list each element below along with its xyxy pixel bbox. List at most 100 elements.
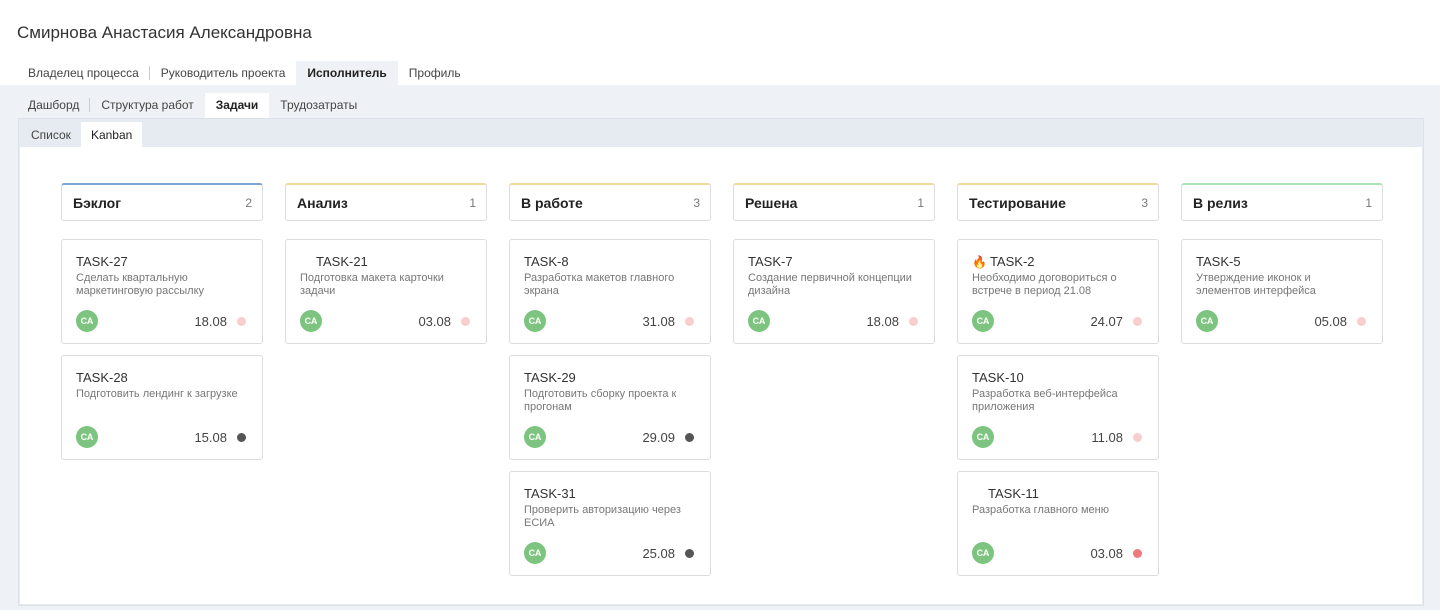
- task-id[interactable]: TASK-21: [316, 254, 368, 269]
- task-due-date: 03.08: [418, 313, 451, 329]
- task-description: Создание первичной концепции дизайна: [748, 272, 912, 297]
- kanban-column: Тестирование 3 🔥 TASK-2 Необходимо договорит…: [957, 183, 1159, 576]
- column-title: В работе: [521, 194, 583, 211]
- tab-section_tabs-0[interactable]: Дашборд: [17, 93, 91, 118]
- column-header: Тестирование 3: [957, 183, 1159, 221]
- tab-view_tabs-1[interactable]: Kanban: [80, 122, 143, 148]
- task-id[interactable]: TASK-2: [989, 254, 1035, 269]
- status-dot: [685, 548, 694, 558]
- column-count: 3: [1141, 195, 1148, 210]
- avatar[interactable]: СА: [524, 310, 546, 332]
- task-footer: СА 11.08: [972, 426, 1142, 448]
- avatar[interactable]: СА: [300, 310, 322, 332]
- task-id-row: TASK-5: [1196, 253, 1368, 270]
- kanban-board: Бэклог 2 TASK-27 Сделать квартальную маркет…: [61, 183, 1383, 576]
- task-card[interactable]: TASK-8 Разработка макетов главного экрана…: [509, 239, 711, 344]
- column-header: Анализ 1: [285, 183, 487, 221]
- column-title: В релиз: [1193, 194, 1248, 211]
- tab-view_tabs-0[interactable]: Список: [31, 128, 71, 142]
- avatar[interactable]: СА: [76, 426, 98, 448]
- status-dot: [685, 432, 694, 442]
- task-id[interactable]: TASK-11: [988, 486, 1039, 501]
- task-due-date: 29.09: [642, 429, 675, 445]
- status-dot: [909, 316, 918, 326]
- task-footer: СА 03.08: [300, 310, 470, 332]
- task-id[interactable]: TASK-31: [524, 486, 576, 501]
- task-footer: СА 25.08: [524, 542, 694, 564]
- task-description: Необходимо договориться о встрече в пери…: [972, 272, 1117, 297]
- tasks-panel: Список Kanban Бэклог 2 TASK-27 Сделать кварт…: [18, 118, 1424, 606]
- task-id[interactable]: TASK-28: [76, 370, 128, 385]
- task-description: Подготовка макета карточки задачи: [300, 272, 444, 297]
- task-footer: СА 31.08: [524, 310, 694, 332]
- task-card[interactable]: TASK-5 Утверждение иконок и элементов инт…: [1181, 239, 1383, 344]
- task-card[interactable]: TASK-11 Разработка главного меню СА 03.08: [957, 471, 1159, 576]
- status-dot: [685, 316, 694, 326]
- avatar[interactable]: СА: [524, 426, 546, 448]
- task-due-date: 25.08: [642, 545, 675, 561]
- task-card[interactable]: TASK-27 Сделать квартальную маркетинговую…: [61, 239, 263, 344]
- role-tabs: Владелец процесса Руководитель проекта Исп…: [17, 61, 472, 85]
- task-card[interactable]: TASK-21 Подготовка макета карточки задачи…: [285, 239, 487, 344]
- task-due-date: 31.08: [642, 313, 675, 329]
- avatar[interactable]: СА: [972, 542, 994, 564]
- task-card[interactable]: 🔥 TASK-2 Необходимо договориться о встрече…: [957, 239, 1159, 344]
- task-id[interactable]: TASK-29: [524, 370, 576, 385]
- task-card[interactable]: TASK-7 Создание первичной концепции дизай…: [733, 239, 935, 344]
- tab-role_tabs-2[interactable]: Исполнитель: [296, 61, 398, 85]
- avatar[interactable]: СА: [972, 426, 994, 448]
- column-header: В релиз 1: [1181, 183, 1383, 221]
- status-dot: [1133, 432, 1142, 442]
- task-footer: СА 29.09: [524, 426, 694, 448]
- tab-section_tabs-1[interactable]: Структура работ: [101, 98, 194, 112]
- task-id[interactable]: TASK-5: [1196, 254, 1241, 269]
- task-id[interactable]: TASK-8: [524, 254, 569, 269]
- tab-role_tabs-3[interactable]: Профиль: [408, 66, 461, 80]
- task-due-date: 18.08: [866, 313, 899, 329]
- avatar[interactable]: СА: [524, 542, 546, 564]
- status-dot: [1133, 548, 1142, 558]
- task-footer: СА 18.08: [76, 310, 246, 332]
- tab-role_tabs-1[interactable]: Руководитель проекта: [160, 66, 286, 80]
- tab-role_tabs-0[interactable]: Владелец процесса: [17, 61, 150, 85]
- avatar[interactable]: СА: [972, 310, 994, 332]
- task-id[interactable]: TASK-27: [76, 254, 128, 269]
- task-footer: СА 24.07: [972, 310, 1142, 332]
- task-due-date: 15.08: [194, 429, 227, 445]
- task-card[interactable]: TASK-10 Разработка веб-интерфейса приложе…: [957, 355, 1159, 460]
- task-card[interactable]: TASK-31 Проверить авторизацию через ЕСИА С…: [509, 471, 711, 576]
- tab-section_tabs-3[interactable]: Трудозатраты: [280, 98, 358, 112]
- avatar[interactable]: СА: [76, 310, 98, 332]
- task-description: Подготовить лендинг к загрузке: [76, 388, 238, 400]
- avatar[interactable]: СА: [1196, 310, 1218, 332]
- kanban-column: Решена 1 TASK-7 Создание первичной концепци…: [733, 183, 935, 576]
- column-header: Решена 1: [733, 183, 935, 221]
- task-id-row: TASK-29: [524, 369, 696, 386]
- status-dot: [461, 316, 470, 326]
- task-id-row: TASK-28: [76, 369, 248, 386]
- column-title: Решена: [745, 194, 798, 211]
- task-description: Утверждение иконок и элементов интерфейс…: [1196, 272, 1316, 297]
- avatar[interactable]: СА: [748, 310, 770, 332]
- task-footer: СА 05.08: [1196, 310, 1366, 332]
- kanban-column: Анализ 1 TASK-21 Подготовка макета карточки…: [285, 183, 487, 576]
- page-title: Смирнова Анастасия Александровна: [17, 23, 312, 42]
- section-tabs: Дашборд Структура работ Задачи Трудозатраты: [17, 93, 368, 118]
- kanban-column: Бэклог 2 TASK-27 Сделать квартальную маркет…: [61, 183, 263, 576]
- task-id[interactable]: TASK-10: [972, 370, 1024, 385]
- task-description: Разработка главного меню: [972, 504, 1109, 516]
- task-card[interactable]: TASK-29 Подготовить сборку проекта к прог…: [509, 355, 711, 460]
- tab-section_tabs-2[interactable]: Задачи: [204, 93, 270, 118]
- kanban-column: В релиз 1 TASK-5 Утверждение иконок и элеме…: [1181, 183, 1383, 576]
- task-description: Разработка макетов главного экрана: [524, 272, 675, 297]
- status-dot: [1357, 316, 1366, 326]
- status-dot: [237, 432, 246, 442]
- column-header: В работе 3: [509, 183, 711, 221]
- task-card[interactable]: TASK-28 Подготовить лендинг к загрузке СА 1…: [61, 355, 263, 460]
- column-count: 3: [693, 195, 700, 210]
- task-id[interactable]: TASK-7: [748, 254, 793, 269]
- status-dot: [237, 316, 246, 326]
- task-description: Подготовить сборку проекта к прогонам: [524, 388, 677, 413]
- column-header: Бэклог 2: [61, 183, 263, 221]
- task-due-date: 18.08: [194, 313, 227, 329]
